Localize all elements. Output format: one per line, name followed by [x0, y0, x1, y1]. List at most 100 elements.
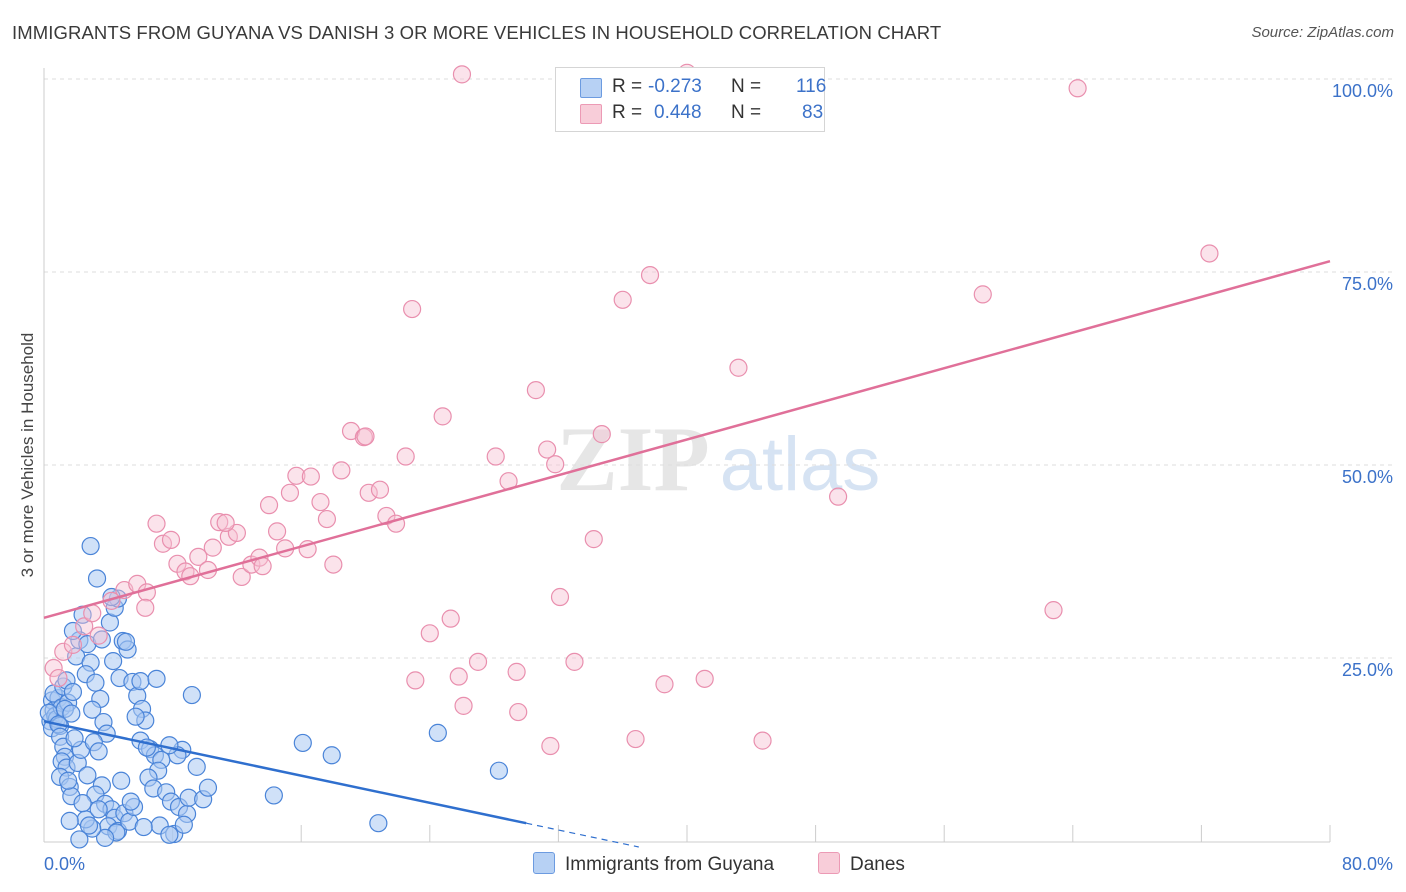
danes-point	[695, 669, 714, 688]
danes-point	[753, 731, 772, 750]
danes-point	[420, 624, 439, 643]
danes-point	[203, 538, 222, 557]
source-label: Source: ZipAtlas.com	[1251, 24, 1394, 41]
danes-point	[301, 467, 320, 486]
danes-point	[592, 425, 611, 444]
danes-point	[280, 483, 300, 502]
guyana-point	[428, 723, 447, 742]
guyana-point	[73, 794, 92, 813]
trend-line-guyana	[43, 720, 527, 825]
legend-r-value-guyana: -0.273	[648, 76, 702, 97]
danes-point	[259, 496, 279, 515]
guyana-point	[174, 815, 193, 834]
danes-point	[441, 609, 460, 628]
guyana-point	[160, 825, 179, 844]
guyana-point	[83, 700, 102, 719]
guyana-point	[62, 704, 81, 723]
series-guyana-points	[39, 536, 509, 849]
danes-point	[406, 671, 425, 690]
chart-title: IMMIGRANTS FROM GUYANA VS DANISH 3 OR MO…	[12, 22, 942, 43]
legend-n-label: N =	[731, 76, 762, 97]
guyana-point	[89, 800, 108, 819]
danes-point	[396, 447, 415, 466]
correlation-legend: R = -0.273 N = 116 R = 0.448 N = 83	[555, 67, 827, 132]
bottom-legend-label-danes: Danes	[850, 854, 905, 875]
guyana-point	[60, 811, 79, 830]
legend-r-label: R =	[612, 102, 643, 123]
guyana-point	[79, 816, 99, 835]
trend-line-danes	[43, 259, 1331, 620]
y-axis-label: 3 or more Vehicles in Household	[18, 332, 37, 578]
guyana-point	[160, 736, 179, 755]
danes-point	[584, 530, 603, 549]
legend-swatch-danes	[580, 104, 602, 124]
danes-point	[973, 285, 992, 304]
danes-point	[267, 522, 287, 541]
danes-point	[526, 381, 545, 400]
guyana-point	[104, 651, 123, 671]
danes-point	[433, 407, 452, 426]
danes-point	[253, 557, 272, 576]
bottom-legend-swatch-danes	[818, 852, 840, 874]
danes-point	[403, 299, 422, 319]
danes-point	[311, 492, 330, 512]
danes-point	[452, 65, 472, 84]
danes-point	[356, 427, 375, 446]
x-tick-label-start: 0.0%	[44, 854, 85, 874]
danes-point	[136, 598, 155, 617]
legend-r-value-danes: 0.448	[654, 102, 702, 123]
danes-point	[546, 455, 565, 474]
danes-point	[468, 652, 488, 671]
y-tick-label-25: 25.0%	[1342, 660, 1393, 680]
danes-point	[829, 487, 848, 506]
guyana-point	[126, 707, 145, 726]
danes-point	[729, 358, 748, 377]
danes-point	[486, 447, 505, 466]
guyana-point	[59, 771, 78, 790]
trend-line-guyana-extension	[526, 822, 639, 848]
guyana-point	[116, 632, 136, 651]
danes-point	[359, 483, 378, 502]
legend-swatch-guyana	[580, 78, 602, 98]
danes-point	[75, 617, 94, 636]
watermark-zip: ZIP	[556, 408, 709, 510]
danes-point	[541, 736, 560, 756]
guyana-point	[264, 786, 283, 805]
danes-point	[507, 662, 526, 681]
danes-point	[655, 675, 674, 694]
legend-n-value-guyana: 116	[796, 76, 827, 97]
danes-point	[232, 567, 251, 587]
danes-point	[49, 668, 68, 688]
y-tick-label-75: 75.0%	[1342, 274, 1393, 294]
tick-labels: 25.0% 50.0% 75.0% 100.0% 0.0% 80.0%	[44, 81, 1393, 874]
legend-n-label: N =	[731, 102, 762, 123]
guyana-point	[65, 729, 84, 748]
danes-point	[1044, 601, 1063, 620]
guyana-point	[95, 828, 115, 847]
guyana-point	[182, 685, 201, 705]
danes-point	[332, 461, 351, 480]
series-danes-points	[44, 63, 1219, 756]
y-tick-label-50: 50.0%	[1342, 467, 1393, 487]
guyana-point	[322, 746, 341, 765]
danes-point	[354, 428, 373, 447]
guyana-point	[81, 536, 100, 556]
guyana-point	[187, 757, 206, 776]
danes-point	[550, 587, 570, 607]
danes-point	[189, 547, 208, 566]
danes-point	[63, 635, 83, 654]
bottom-legend-danes: Danes	[818, 852, 905, 876]
danes-point	[54, 642, 73, 661]
danes-point	[565, 652, 584, 671]
danes-point	[538, 440, 557, 459]
danes-point	[317, 509, 337, 529]
y-tick-label-100: 100.0%	[1332, 81, 1393, 101]
danes-point	[377, 506, 396, 526]
guyana-point	[121, 792, 140, 811]
legend-r-label: R =	[612, 76, 643, 97]
guyana-point	[78, 766, 97, 785]
danes-point	[1068, 79, 1087, 98]
danes-point	[1200, 244, 1219, 263]
danes-point	[324, 555, 343, 574]
